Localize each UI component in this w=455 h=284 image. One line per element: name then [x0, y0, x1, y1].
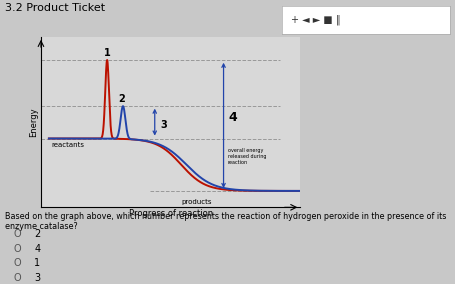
- Text: products: products: [181, 199, 212, 205]
- Text: 3: 3: [34, 273, 40, 283]
- Text: 3: 3: [160, 120, 167, 130]
- Text: overall energy
released during
reaction: overall energy released during reaction: [228, 148, 266, 165]
- X-axis label: Progress of reaction: Progress of reaction: [129, 209, 212, 218]
- Text: 2: 2: [34, 229, 40, 239]
- Text: O: O: [14, 273, 21, 283]
- Text: 2: 2: [118, 94, 125, 104]
- Text: O: O: [14, 229, 21, 239]
- Text: 3.2 Product Ticket: 3.2 Product Ticket: [5, 3, 105, 13]
- Text: 4: 4: [34, 244, 40, 254]
- Text: reactants: reactants: [51, 142, 85, 148]
- Text: O: O: [14, 244, 21, 254]
- Y-axis label: Energy: Energy: [29, 107, 38, 137]
- Text: 1: 1: [34, 258, 40, 268]
- Text: + ◄ ► ■ ‖: + ◄ ► ■ ‖: [291, 15, 340, 25]
- Text: O: O: [14, 258, 21, 268]
- Text: Based on the graph above, which number represents the reaction of hydrogen perox: Based on the graph above, which number r…: [5, 212, 446, 231]
- Text: 1: 1: [104, 48, 111, 58]
- Text: 4: 4: [229, 111, 238, 124]
